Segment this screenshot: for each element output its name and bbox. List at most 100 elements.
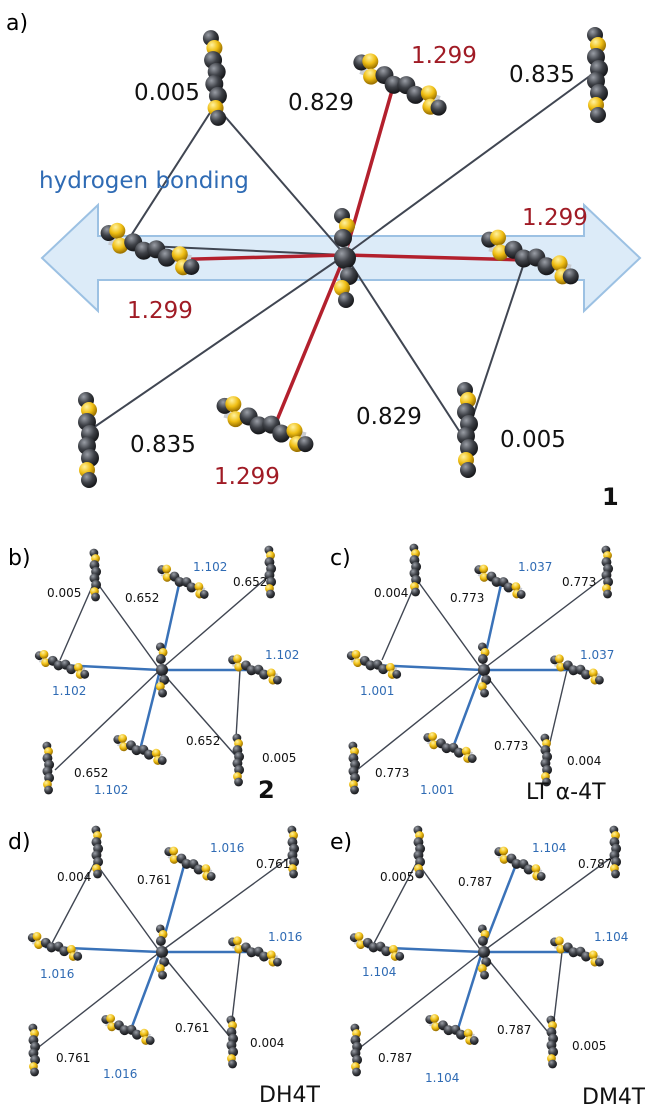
- coupling-label-tl: 0.004: [374, 586, 408, 600]
- molecule-bottom-center: [420, 730, 481, 765]
- panel-c-letter: c): [330, 546, 351, 571]
- molecule-bottom-center: [98, 1012, 159, 1047]
- molecule-center: [334, 208, 358, 308]
- coupling-label-rb: 1.104: [594, 930, 628, 944]
- coupling-label-tr: 0.761: [256, 857, 290, 871]
- coupling-label-lb: 1.102: [52, 684, 86, 698]
- panel-e-letter: e): [330, 830, 352, 855]
- molecule-top-left: [203, 29, 229, 126]
- coupling-label-br: 0.005: [262, 751, 296, 765]
- coupling-label-left-red: 1.299: [127, 298, 193, 324]
- coupling-label-tm: 0.787: [458, 875, 492, 889]
- molecule-bottom-left: [29, 1024, 41, 1077]
- coupling-label-tl: 0.005: [380, 870, 414, 884]
- panel-a: a) 0.005: [6, 11, 640, 511]
- molecule-bottom-right: [547, 1016, 559, 1069]
- coupling-label-bottom-left: 0.835: [130, 432, 196, 458]
- molecule-bottom-center: [422, 1012, 483, 1047]
- molecule-top-left: [410, 544, 422, 597]
- coupling-label-right-red: 1.299: [522, 205, 588, 231]
- coupling-label-bl: 0.652: [74, 766, 108, 780]
- compound-label-a: 1: [602, 483, 619, 511]
- panel-e: e) 0.005 0.787 1.104 0.787 1.104 1.104: [330, 826, 645, 1110]
- coupling-label-bottom-right: 0.005: [500, 427, 566, 453]
- molecule-top-left: [90, 549, 102, 602]
- coupling-label-bb: 1.001: [420, 783, 454, 797]
- coupling-label-top-red: 1.299: [411, 43, 477, 69]
- molecule-bottom-left: [349, 742, 361, 795]
- coupling-label-top-right: 0.835: [509, 62, 575, 88]
- coupling-label-bl: 0.773: [375, 766, 409, 780]
- molecule-bottom-left: [78, 392, 99, 488]
- coupling-label-bl: 0.761: [56, 1051, 90, 1065]
- coupling-label-bb: 1.102: [94, 783, 128, 797]
- molecule-top-right: [265, 546, 277, 599]
- panel-d: d) 0.004 0.761 1.016 0.761 1.016 1.016: [8, 826, 320, 1108]
- coupling-label-top-left: 0.005: [134, 80, 200, 106]
- coupling-label-top-mid: 0.829: [288, 90, 354, 116]
- molecule-left: [347, 930, 407, 962]
- coupling-label-br: 0.005: [572, 1039, 606, 1053]
- coupling-label-br: 0.004: [567, 754, 601, 768]
- strong-coupling-lines: [60, 580, 250, 750]
- molecule-bottom-center: [110, 732, 171, 767]
- panel-b: b) 0.005 0.652 1.102 0.652 1.102 1.102: [8, 546, 299, 804]
- coupling-label-bm: 0.761: [175, 1021, 209, 1035]
- molecule-bottom-left: [351, 1024, 363, 1077]
- hydrogen-bonding-label: hydrogen bonding: [39, 168, 249, 194]
- coupling-label-tm: 0.773: [450, 591, 484, 605]
- molecule-top-right: [602, 546, 614, 599]
- coupling-label-bb: 1.104: [425, 1071, 459, 1085]
- coupling-label-bm: 0.652: [186, 734, 220, 748]
- strong-coupling-lines: [372, 580, 572, 750]
- molecule-top-right: [587, 27, 608, 123]
- coupling-label-rb: 1.102: [265, 648, 299, 662]
- molecule-bottom-right: [227, 1016, 239, 1069]
- compound-label-b: 2: [258, 776, 275, 804]
- molecule-bottom-center: [210, 392, 320, 456]
- coupling-label-bl: 0.787: [378, 1051, 412, 1065]
- coupling-label-tr: 0.773: [562, 575, 596, 589]
- molecule-center: [156, 643, 169, 698]
- coupling-label-bm: 0.787: [497, 1023, 531, 1037]
- molecule-center: [156, 925, 169, 980]
- coupling-label-rb: 1.037: [580, 648, 614, 662]
- coupling-label-rb: 1.016: [268, 930, 302, 944]
- coupling-label-bm: 0.773: [494, 739, 528, 753]
- coupling-label-tl: 0.004: [57, 870, 91, 884]
- coupling-label-tr: 0.652: [233, 575, 267, 589]
- molecule-left: [25, 930, 85, 962]
- compound-label-e: DM4T: [582, 1085, 645, 1110]
- panel-c: c) 0.004 0.773 1.037 0.773 1.037 1.001: [330, 544, 614, 805]
- strong-coupling-lines: [45, 862, 255, 1032]
- coupling-label-lb: 1.104: [362, 965, 396, 979]
- molecule-bottom-right: [233, 734, 245, 787]
- compound-label-d: DH4T: [259, 1083, 320, 1108]
- coupling-label-tm: 0.761: [137, 873, 171, 887]
- coupling-label-lb: 1.016: [40, 967, 74, 981]
- molecule-center: [478, 643, 491, 698]
- molecule-bottom-right: [457, 382, 478, 478]
- molecule-left: [344, 648, 404, 680]
- panel-a-letter: a): [6, 11, 28, 36]
- coupling-label-bb: 1.016: [103, 1067, 137, 1081]
- coupling-label-tl: 0.005: [47, 586, 81, 600]
- molecule-left: [32, 648, 92, 680]
- molecule-center: [478, 925, 491, 980]
- coupling-label-tb: 1.016: [210, 841, 244, 855]
- coupling-label-lb: 1.001: [360, 684, 394, 698]
- coupling-label-tb: 1.104: [532, 841, 566, 855]
- molecule-bottom-left: [43, 742, 55, 795]
- coupling-label-tm: 0.652: [125, 591, 159, 605]
- coupling-label-bottom-red: 1.299: [214, 464, 280, 490]
- coupling-label-br: 0.004: [250, 1036, 284, 1050]
- coupling-label-tb: 1.037: [518, 560, 552, 574]
- coupling-label-bottom-mid: 0.829: [356, 404, 422, 430]
- coupling-label-tr: 0.787: [578, 857, 612, 871]
- coupling-label-tb: 1.102: [193, 560, 227, 574]
- panel-d-letter: d): [8, 830, 31, 855]
- molecule-bottom-right: [541, 734, 553, 787]
- compound-label-c: LT α-4T: [526, 780, 606, 805]
- panel-b-letter: b): [8, 546, 31, 571]
